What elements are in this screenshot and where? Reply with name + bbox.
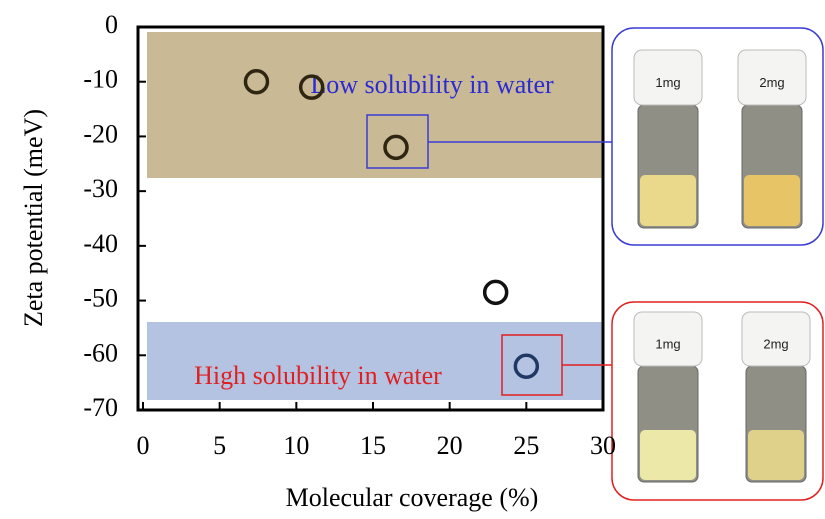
vial-liquid	[640, 175, 696, 226]
x-tick-label: 30	[590, 431, 616, 460]
y-tick-label: -60	[83, 338, 118, 367]
x-tick-label: 10	[283, 431, 309, 460]
page: {"chart_data": {"type": "scatter", "x_la…	[0, 0, 825, 519]
vial-liquid	[748, 430, 804, 480]
vial-label: 2mg	[759, 75, 784, 90]
chart: Low solubility in water High solubility …	[0, 0, 825, 519]
y-tick-label: -20	[83, 119, 118, 148]
y-tick-label: -30	[83, 174, 118, 203]
y-tick-label: -10	[83, 65, 118, 94]
y-axis-label: Zeta potential (meV)	[19, 109, 48, 327]
x-tick-label: 25	[513, 431, 539, 460]
y-tick-label: -50	[83, 284, 118, 313]
x-axis-label: Molecular coverage (%)	[286, 483, 539, 512]
vial-label: 1mg	[655, 75, 680, 90]
vial-label: 2mg	[763, 336, 788, 351]
x-tick-label: 0	[137, 431, 150, 460]
low-solubility-region	[147, 32, 603, 178]
y-tick-label: -70	[83, 393, 118, 422]
point	[485, 281, 507, 303]
y-tick-label: 0	[105, 10, 118, 39]
vial-label: 1mg	[655, 336, 680, 351]
x-tick-label: 5	[213, 431, 226, 460]
vial-liquid	[640, 430, 696, 480]
y-tick-label: -40	[83, 229, 118, 258]
vial-liquid	[744, 175, 800, 226]
x-tick-label: 15	[360, 431, 386, 460]
annotation: Low solubility in water	[310, 70, 554, 99]
x-tick-label: 20	[437, 431, 463, 460]
annotation: High solubility in water	[194, 361, 442, 390]
